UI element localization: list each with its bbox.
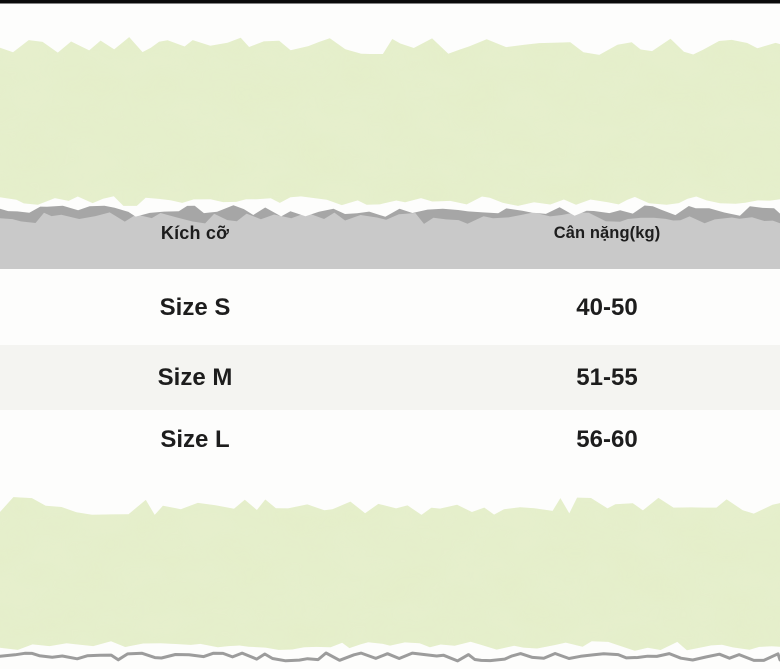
top-border-bar xyxy=(0,0,780,4)
header-size-column: Kích cỡ xyxy=(160,222,230,243)
size-cell: Size L xyxy=(160,426,230,453)
table-header-row: Kích cỡ Cân nặng(kg) xyxy=(0,205,780,261)
header-weight-column: Cân nặng(kg) xyxy=(553,223,661,242)
green-paper-texture-top xyxy=(0,37,780,206)
green-paper-texture-bottom xyxy=(0,497,780,651)
bottom-tear-line xyxy=(0,651,780,663)
weight-cell: 51-55 xyxy=(576,363,638,391)
weight-cell: 40-50 xyxy=(576,293,638,321)
table-row-size-l: Size L 56-60 xyxy=(0,410,780,470)
size-cell: Size S xyxy=(159,293,231,321)
table-row-size-s: Size S 40-50 xyxy=(0,270,780,345)
weight-cell: 56-60 xyxy=(576,426,638,453)
size-cell: Size M xyxy=(157,363,233,391)
table-row-size-m: Size M 51-55 xyxy=(0,345,780,410)
